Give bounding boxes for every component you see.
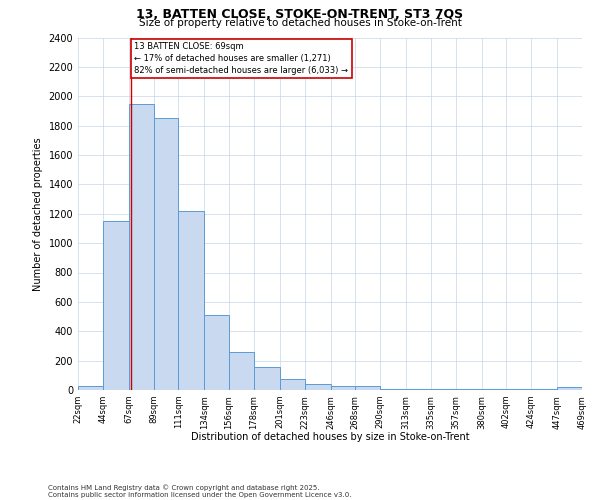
Bar	[305, 384, 331, 390]
Bar	[331, 386, 355, 390]
Bar	[254, 367, 280, 390]
Bar	[178, 211, 204, 390]
Bar	[154, 118, 178, 390]
Text: 13 BATTEN CLOSE: 69sqm
← 17% of detached houses are smaller (1,271)
82% of semi-: 13 BATTEN CLOSE: 69sqm ← 17% of detached…	[134, 42, 349, 74]
Text: Contains HM Land Registry data © Crown copyright and database right 2025.: Contains HM Land Registry data © Crown c…	[48, 484, 320, 491]
Bar	[355, 386, 380, 390]
Bar	[557, 387, 582, 390]
Text: Contains public sector information licensed under the Open Government Licence v3: Contains public sector information licen…	[48, 492, 352, 498]
X-axis label: Distribution of detached houses by size in Stoke-on-Trent: Distribution of detached houses by size …	[191, 432, 469, 442]
Text: Size of property relative to detached houses in Stoke-on-Trent: Size of property relative to detached ho…	[139, 18, 461, 28]
Bar	[280, 379, 305, 390]
Bar	[204, 315, 229, 390]
Bar	[103, 221, 129, 390]
Bar	[229, 352, 254, 390]
Y-axis label: Number of detached properties: Number of detached properties	[33, 137, 43, 290]
Bar	[78, 386, 103, 390]
Bar	[129, 104, 154, 390]
Text: 13, BATTEN CLOSE, STOKE-ON-TRENT, ST3 7QS: 13, BATTEN CLOSE, STOKE-ON-TRENT, ST3 7Q…	[136, 8, 464, 20]
Bar	[380, 388, 406, 390]
